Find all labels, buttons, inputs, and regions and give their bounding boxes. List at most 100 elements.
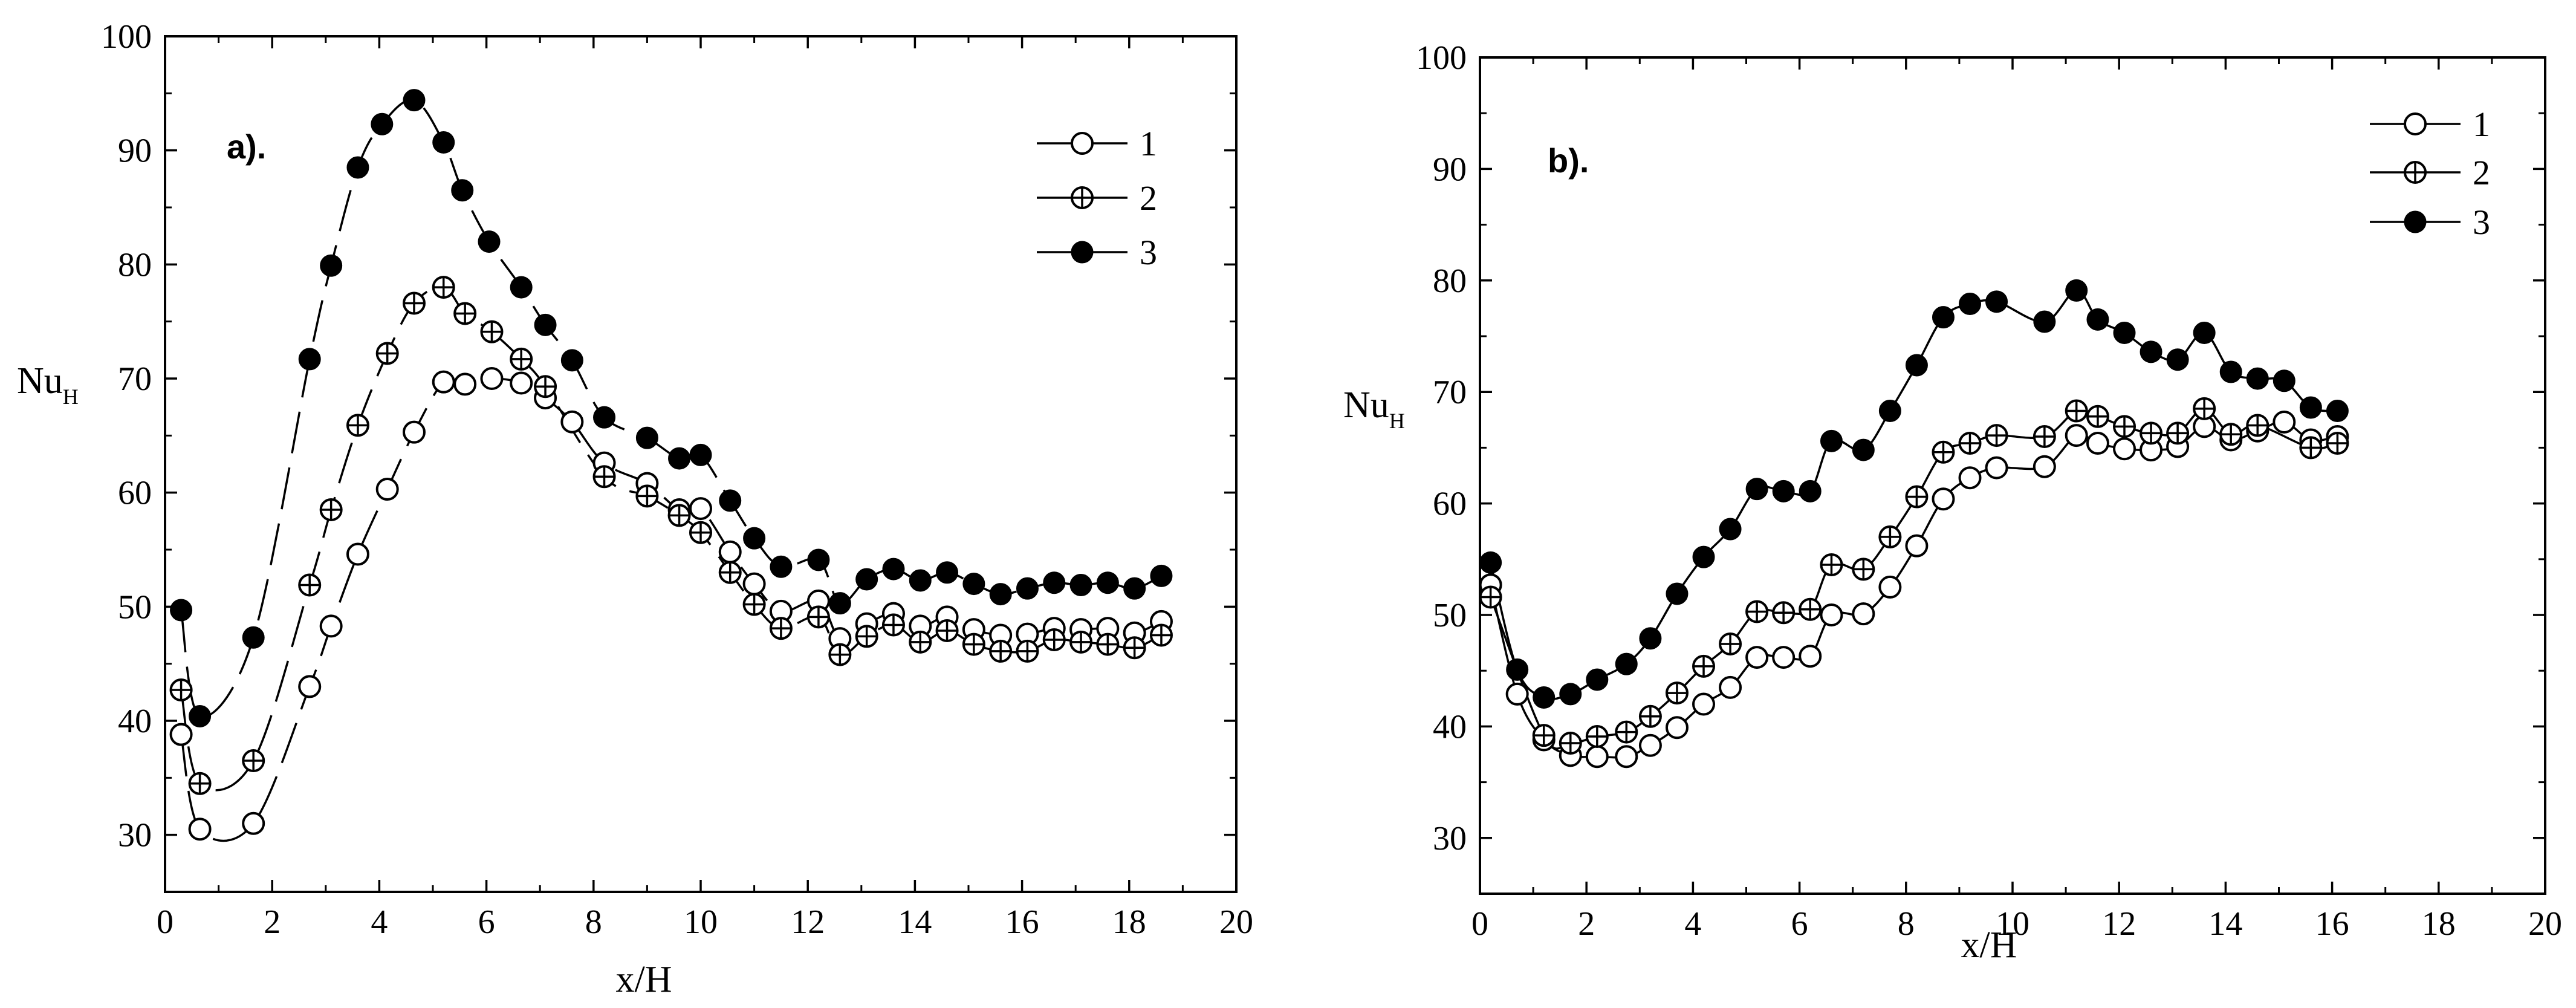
series-2-point — [828, 643, 852, 666]
series-2-point — [1479, 585, 1502, 609]
series-3-point — [2193, 321, 2216, 344]
series-2-point — [989, 639, 1013, 663]
series-3-point — [1639, 627, 1662, 650]
series-3-point — [371, 112, 394, 135]
series-3-point — [1719, 518, 1742, 541]
series-3-point — [432, 131, 455, 154]
x-tick-label: 18 — [2422, 905, 2456, 943]
series-3-point — [560, 349, 583, 372]
series-2-point — [635, 484, 659, 508]
series-1-point — [1772, 646, 1796, 669]
series-2-point — [909, 630, 932, 654]
y-tick-label: 90 — [118, 132, 152, 170]
series-2-point — [1799, 597, 1822, 621]
series-2-point — [2065, 399, 2088, 423]
series-2-point — [1615, 720, 1638, 744]
x-tick-label: 12 — [791, 903, 825, 941]
series-3-point — [689, 443, 712, 466]
series-3-point — [2219, 360, 2242, 383]
series-1-line — [180, 377, 1162, 842]
series-3-point — [936, 561, 959, 584]
series-2-line — [1489, 408, 2338, 750]
series-3-point — [2246, 367, 2269, 390]
series-3-point — [1533, 686, 1556, 709]
series-2-point — [2086, 405, 2109, 428]
series-1-point — [298, 675, 322, 698]
x-tick-label: 6 — [478, 903, 495, 941]
x-axis-label: x/H — [1961, 925, 2017, 966]
series-2-point — [402, 291, 426, 315]
series-2-point — [2140, 421, 2163, 445]
series-3-markers — [1479, 279, 2349, 709]
series-1-point — [1665, 716, 1689, 740]
x-tick-label: 8 — [1898, 905, 1915, 943]
y-tick-label: 40 — [1433, 708, 1467, 746]
series-1-point — [510, 371, 533, 395]
series-1-point — [1878, 575, 1902, 599]
series-2-point — [881, 613, 905, 637]
y-tick-label: 50 — [118, 588, 152, 626]
y-tick-label: 100 — [1416, 39, 1467, 77]
legend-entry-2: 2 — [1037, 178, 1157, 218]
series-3-point — [2065, 279, 2088, 302]
series-1-point — [1638, 733, 1662, 757]
series-3-point — [1615, 652, 1638, 675]
x-tick-label: 20 — [2528, 905, 2562, 943]
legend-label: 2 — [1140, 178, 1157, 218]
series-2-point — [480, 320, 504, 343]
series-3-point — [1586, 668, 1609, 691]
y-tick-label: 30 — [118, 817, 152, 854]
y-tick-label: 50 — [1433, 597, 1467, 634]
series-2-point — [1958, 432, 1982, 455]
x-tick-label: 10 — [1996, 905, 2029, 943]
series-1-point — [689, 497, 712, 521]
series-2-point — [1638, 704, 1662, 728]
series-1-point — [242, 811, 265, 835]
legend-marker — [1071, 132, 1094, 155]
y-tick-label: 80 — [118, 246, 152, 284]
series-3-point — [909, 569, 932, 592]
series-3-point — [2273, 369, 2295, 392]
series-1-point — [2065, 424, 2088, 447]
series-3-point — [719, 489, 742, 512]
series-3-point — [2113, 321, 2136, 344]
legend-entry-3: 3 — [1037, 233, 1157, 272]
series-3-point — [403, 89, 426, 112]
series-2-point — [1016, 639, 1039, 663]
series-2-point — [2246, 414, 2269, 437]
legend-entry-1: 1 — [1037, 124, 1157, 163]
series-3-point — [989, 583, 1012, 606]
series-3-point — [2299, 396, 2322, 419]
series-1-point — [560, 410, 584, 434]
series-3-point — [510, 276, 533, 299]
series-2-point — [962, 632, 985, 656]
y-axis-label-subscript: H — [1389, 409, 1405, 433]
series-3-point — [807, 548, 830, 571]
x-tick-label: 0 — [157, 903, 174, 941]
x-tick-label: 12 — [2102, 905, 2136, 943]
series-2-point — [806, 605, 830, 629]
series-1-point — [2086, 432, 2109, 455]
series-3-point — [855, 568, 878, 591]
y-tick-label: 70 — [1433, 374, 1467, 411]
series-1-markers — [169, 367, 1173, 841]
legend-marker — [1071, 241, 1094, 264]
series-3-point — [1852, 438, 1875, 461]
series-3-point — [1772, 480, 1795, 502]
x-tick-label: 18 — [1112, 903, 1146, 941]
series-3-point — [635, 426, 658, 449]
series-3-point — [242, 626, 265, 649]
series-3-point — [1692, 545, 1715, 568]
series-1-point — [1615, 745, 1638, 769]
series-2-point — [510, 347, 533, 371]
panel-label: b). — [1548, 141, 1589, 180]
series-3-point — [593, 406, 616, 429]
series-3-point — [1959, 293, 1982, 316]
series-3-point — [1666, 582, 1689, 605]
series-2-point — [2326, 432, 2349, 455]
series-1-point — [2033, 455, 2056, 478]
series-3-point — [1799, 480, 1822, 502]
series-2-point — [2033, 424, 2056, 448]
y-tick-label: 80 — [1433, 262, 1467, 300]
x-tick-label: 14 — [2208, 905, 2242, 943]
